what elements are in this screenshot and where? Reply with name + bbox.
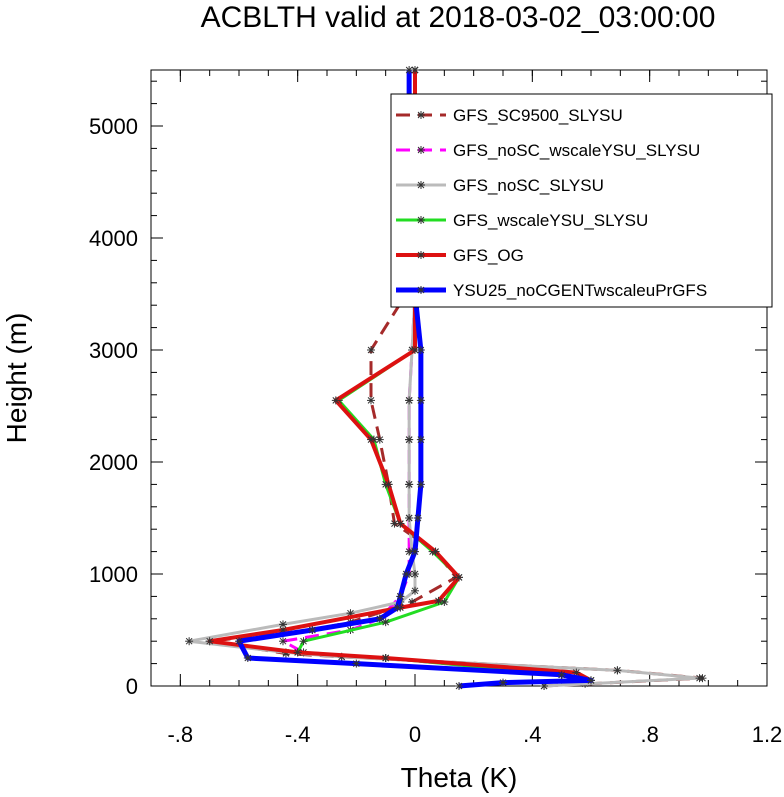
- x-axis-title: Theta (K): [401, 762, 518, 793]
- y-tick-label: 1000: [89, 562, 138, 587]
- x-tick-label: .8: [640, 722, 658, 747]
- data-marker: [205, 637, 214, 646]
- data-marker: [331, 396, 340, 405]
- x-tick-label: .4: [523, 722, 541, 747]
- data-marker: [367, 346, 375, 354]
- data-marker: [375, 614, 384, 623]
- data-marker: [417, 216, 425, 224]
- data-marker: [393, 603, 402, 612]
- data-marker: [235, 637, 243, 646]
- legend-label: GFS_SC9500_SLYSU: [453, 106, 623, 125]
- chart-title: ACBLTH valid at 2018-03-02_03:00:00: [201, 1, 716, 34]
- data-marker: [417, 286, 425, 294]
- legend-label: GFS_OG: [453, 246, 524, 265]
- data-marker: [279, 637, 287, 646]
- data-marker: [613, 666, 622, 675]
- data-marker: [417, 111, 425, 119]
- data-marker: [405, 66, 414, 74]
- data-marker: [293, 648, 302, 657]
- legend: GFS_SC9500_SLYSU GFS_noSC_wscaleYSU_SLYSU…: [390, 93, 773, 308]
- data-marker: [455, 682, 463, 690]
- data-marker: [411, 547, 419, 556]
- data-marker: [396, 519, 405, 528]
- data-marker: [243, 654, 252, 662]
- data-marker: [405, 396, 414, 405]
- data-marker: [416, 480, 425, 489]
- legend-box: [390, 93, 773, 308]
- data-marker: [279, 620, 287, 629]
- data-marker: [396, 592, 405, 601]
- data-marker: [411, 586, 419, 595]
- data-marker: [431, 547, 440, 556]
- legend-label: YSU25_noCGENTwscaleuPrGFS: [453, 281, 707, 300]
- data-marker: [695, 674, 704, 683]
- y-tick-label: 2000: [89, 450, 138, 475]
- data-marker: [416, 396, 425, 405]
- legend-label: GFS_noSC_wscaleYSU_SLYSU: [453, 141, 700, 160]
- data-marker: [417, 146, 425, 154]
- y-axis-title: Height (m): [1, 313, 32, 444]
- data-marker: [352, 659, 361, 668]
- data-marker: [381, 654, 390, 662]
- legend-label: GFS_wscaleYSU_SLYSU: [453, 211, 648, 230]
- data-marker: [405, 514, 414, 522]
- data-marker: [367, 435, 375, 444]
- x-tick-label: -.8: [167, 722, 193, 747]
- y-tick-label: 0: [126, 674, 138, 699]
- data-marker: [402, 570, 411, 578]
- data-marker: [299, 637, 308, 646]
- data-marker: [455, 573, 463, 582]
- legend-label: GFS_noSC_SLYSU: [453, 176, 604, 195]
- data-marker: [417, 181, 425, 189]
- data-marker: [413, 514, 422, 522]
- data-marker: [405, 435, 414, 444]
- data-marker: [416, 435, 425, 444]
- data-marker: [411, 570, 419, 578]
- data-marker: [185, 637, 194, 646]
- data-marker: [417, 251, 425, 259]
- data-marker: [440, 598, 449, 606]
- data-marker: [308, 626, 317, 634]
- data-marker: [381, 618, 390, 627]
- y-tick-label: 3000: [89, 338, 138, 363]
- y-tick-label: 5000: [89, 114, 138, 139]
- data-marker: [405, 480, 414, 489]
- data-marker: [434, 596, 443, 605]
- y-tick-label: 4000: [89, 226, 138, 251]
- x-tick-label: -.4: [285, 722, 311, 747]
- x-tick-label: 1.2: [752, 722, 783, 747]
- data-marker: [587, 676, 595, 685]
- x-tick-label: 0: [409, 722, 421, 747]
- data-marker: [499, 678, 507, 687]
- data-marker: [557, 670, 566, 679]
- data-marker: [416, 346, 425, 354]
- series-layer: [185, 66, 707, 690]
- data-marker: [384, 480, 393, 489]
- data-marker: [367, 396, 375, 405]
